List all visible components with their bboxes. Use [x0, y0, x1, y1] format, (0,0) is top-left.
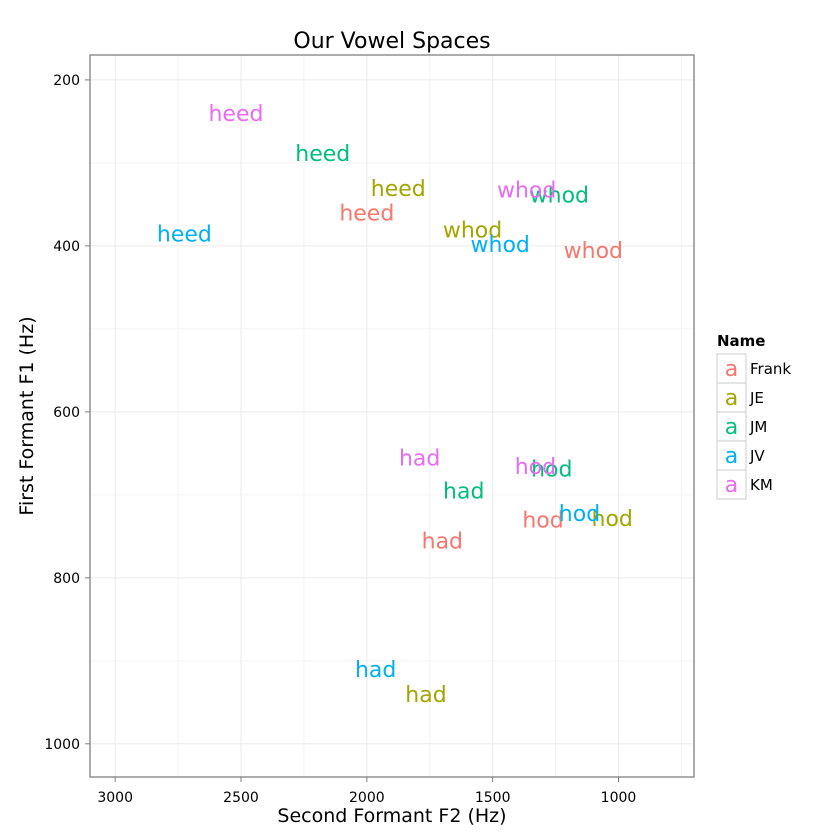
legend-key-jv — [716, 440, 747, 471]
point-label-km-hod: hod — [515, 455, 556, 480]
legend-label-jm: JM — [749, 418, 767, 436]
legend-label-je: JE — [749, 389, 764, 407]
point-label-frank-whod: whod — [564, 239, 623, 264]
legend-key-jm — [716, 411, 747, 442]
legend-key-glyph: a — [725, 357, 738, 382]
point-label-jv-whod: whod — [471, 233, 530, 258]
legend-key-je — [716, 382, 747, 413]
point-label-jv-had: had — [355, 658, 396, 683]
y-tick-label: 1000 — [44, 737, 80, 753]
x-axis-label: Second Formant F2 (Hz) — [277, 805, 506, 827]
point-label-km-had: had — [399, 446, 440, 471]
point-label-jm-whod: whod — [530, 183, 589, 208]
y-tick-label: 600 — [53, 405, 80, 421]
point-label-km-whod: whod — [497, 178, 556, 203]
x-axis-ticks: 3000 2500 2000 1500 1000 — [97, 777, 636, 806]
data-labels: heedwhodhadhodheedwhodhadhodheedwhodhadh… — [157, 102, 633, 708]
y-tick-label: 400 — [53, 239, 80, 255]
point-label-jm-hod: hod — [531, 457, 572, 482]
legend-key-glyph: a — [725, 473, 738, 498]
point-label-km-heed: heed — [208, 102, 263, 127]
y-axis-label: First Formant F1 (Hz) — [16, 316, 38, 515]
legend-key-glyph: a — [725, 444, 738, 469]
legend-key-frank — [716, 353, 747, 384]
legend-key-km — [716, 469, 747, 500]
point-label-jv-heed: heed — [157, 222, 212, 247]
legend-title: Name — [717, 332, 765, 350]
chart-title: Our Vowel Spaces — [293, 29, 490, 54]
point-label-frank-had: had — [422, 529, 463, 554]
x-tick-label: 3000 — [97, 790, 133, 806]
point-label-jm-heed: heed — [295, 142, 350, 167]
legend-label-jv: JV — [749, 447, 765, 465]
legend-key-glyph: a — [725, 386, 738, 411]
y-axis-ticks: 200 400 600 800 1000 — [44, 73, 90, 753]
major-gridlines — [90, 55, 694, 777]
plot-panel — [90, 55, 694, 777]
point-label-jv-hod: hod — [559, 502, 600, 527]
point-label-je-whod: whod — [443, 218, 502, 243]
x-tick-label: 1500 — [475, 790, 511, 806]
point-label-jm-had: had — [443, 480, 484, 505]
point-label-je-hod: hod — [592, 507, 633, 532]
point-label-frank-hod: hod — [522, 509, 563, 534]
x-tick-label: 2500 — [223, 790, 259, 806]
minor-gridlines — [90, 55, 694, 777]
point-label-je-had: had — [405, 683, 446, 708]
point-label-frank-heed: heed — [339, 202, 394, 227]
legend-key-glyph: a — [725, 415, 738, 440]
x-tick-label: 2000 — [349, 790, 385, 806]
point-label-je-heed: heed — [371, 177, 426, 202]
legend-label-frank: Frank — [750, 360, 791, 378]
y-tick-label: 200 — [53, 73, 80, 89]
x-tick-label: 1000 — [601, 790, 637, 806]
legend-label-km: KM — [750, 476, 773, 494]
plot-border — [89, 54, 695, 778]
y-tick-label: 800 — [53, 571, 80, 587]
